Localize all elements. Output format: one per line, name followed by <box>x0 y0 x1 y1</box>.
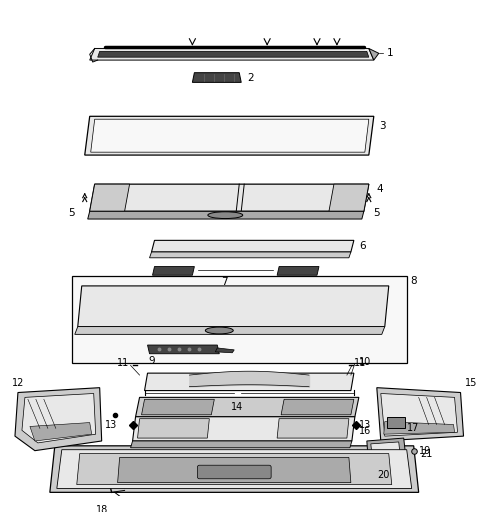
Polygon shape <box>77 454 392 484</box>
Polygon shape <box>144 373 354 391</box>
Bar <box>387 417 405 429</box>
Text: 21: 21 <box>420 449 433 459</box>
FancyBboxPatch shape <box>72 276 407 364</box>
Polygon shape <box>90 184 369 211</box>
Text: 5: 5 <box>373 208 380 218</box>
Text: 12: 12 <box>12 378 24 388</box>
Text: 15: 15 <box>465 378 477 388</box>
Polygon shape <box>281 399 354 415</box>
Text: 9: 9 <box>148 355 155 366</box>
Polygon shape <box>384 421 455 434</box>
Text: 19: 19 <box>419 445 431 456</box>
Polygon shape <box>147 345 219 354</box>
Polygon shape <box>216 348 234 353</box>
Polygon shape <box>369 49 379 60</box>
Text: 14: 14 <box>231 402 243 412</box>
Polygon shape <box>138 419 209 438</box>
Text: 10: 10 <box>359 356 371 367</box>
Polygon shape <box>22 394 96 443</box>
Polygon shape <box>371 442 401 463</box>
Text: 3: 3 <box>379 121 385 131</box>
Polygon shape <box>85 116 374 155</box>
Polygon shape <box>118 457 351 483</box>
Polygon shape <box>132 417 355 441</box>
Polygon shape <box>95 454 128 473</box>
Polygon shape <box>192 73 241 82</box>
Polygon shape <box>90 184 130 211</box>
Polygon shape <box>30 422 92 441</box>
Polygon shape <box>100 475 125 484</box>
Polygon shape <box>153 267 194 275</box>
Polygon shape <box>329 184 369 211</box>
Polygon shape <box>131 441 352 448</box>
Ellipse shape <box>208 212 243 219</box>
Text: 11: 11 <box>354 358 366 369</box>
Ellipse shape <box>205 327 233 334</box>
Polygon shape <box>367 438 407 468</box>
Polygon shape <box>277 419 349 438</box>
Polygon shape <box>277 267 319 275</box>
Polygon shape <box>15 388 102 451</box>
Text: 11: 11 <box>117 358 130 369</box>
Polygon shape <box>57 450 412 488</box>
Polygon shape <box>50 446 419 493</box>
Text: 13: 13 <box>359 419 371 430</box>
Text: 6: 6 <box>359 241 365 251</box>
Polygon shape <box>381 394 457 436</box>
Polygon shape <box>75 327 385 334</box>
Polygon shape <box>90 49 374 60</box>
Polygon shape <box>377 388 464 441</box>
Polygon shape <box>91 119 369 152</box>
Text: 4: 4 <box>377 184 384 194</box>
Polygon shape <box>152 240 354 252</box>
Text: 18: 18 <box>96 505 108 512</box>
Text: 17: 17 <box>407 423 419 433</box>
FancyBboxPatch shape <box>197 465 271 479</box>
Polygon shape <box>98 51 369 57</box>
Polygon shape <box>88 211 364 219</box>
Polygon shape <box>78 286 389 327</box>
Text: 2: 2 <box>247 73 254 82</box>
Text: 13: 13 <box>106 419 118 430</box>
Text: 1: 1 <box>387 48 394 58</box>
Text: 5: 5 <box>69 208 75 218</box>
Text: 20: 20 <box>378 470 390 480</box>
Text: 7: 7 <box>221 277 228 287</box>
Text: 8: 8 <box>411 276 417 286</box>
Polygon shape <box>142 399 214 415</box>
Polygon shape <box>150 252 351 258</box>
Polygon shape <box>135 397 359 417</box>
Text: 16: 16 <box>359 426 371 436</box>
